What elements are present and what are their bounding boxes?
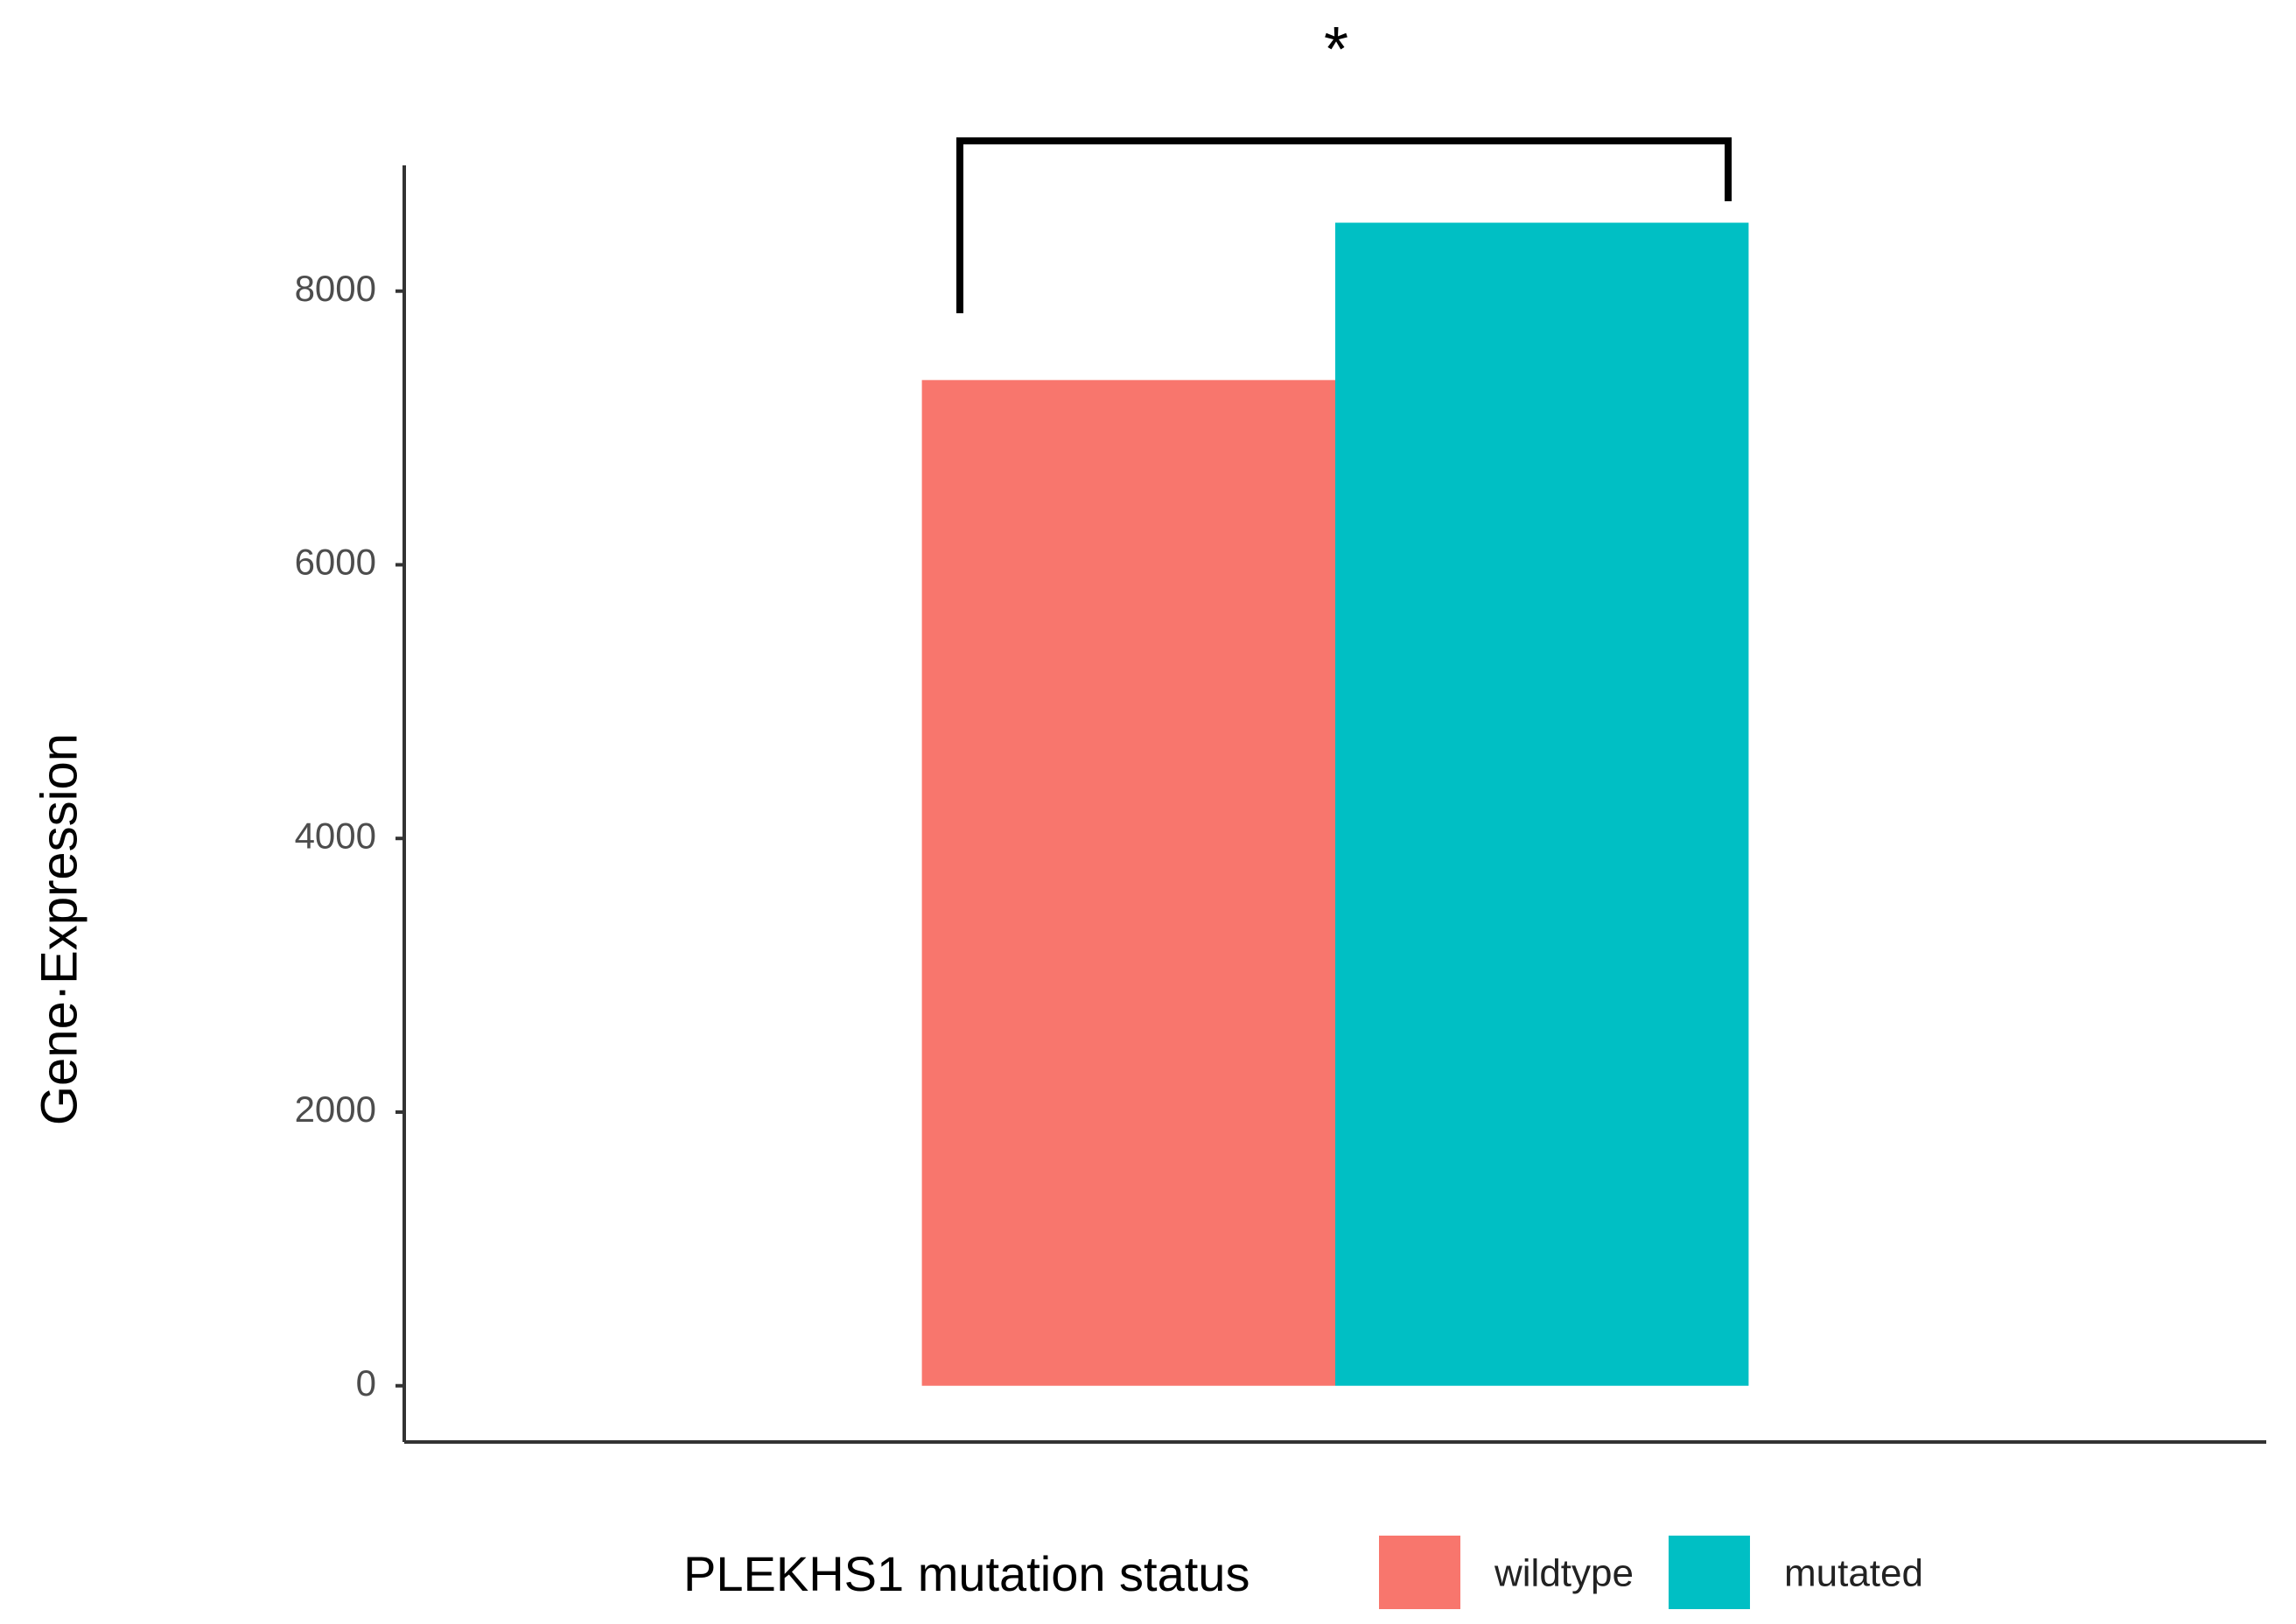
legend-label: mutated xyxy=(1784,1552,1923,1595)
bar xyxy=(921,380,1335,1386)
legend-title: PLEKHS1 mutation status xyxy=(683,1546,1250,1601)
y-axis-label: Gene·Expression xyxy=(31,733,88,1125)
legend-label: wildtype xyxy=(1494,1552,1634,1595)
y-tick-label: 4000 xyxy=(295,815,376,856)
y-tick-label: 0 xyxy=(356,1362,376,1404)
legend-key xyxy=(1668,1536,1750,1609)
bar xyxy=(1335,222,1749,1386)
y-tick-label: 2000 xyxy=(295,1088,376,1130)
significance-label: * xyxy=(1324,15,1348,85)
significance-bracket xyxy=(956,137,1732,313)
legend-key xyxy=(1379,1536,1460,1609)
y-tick-label: 6000 xyxy=(295,542,376,583)
y-tick-label: 8000 xyxy=(295,268,376,309)
